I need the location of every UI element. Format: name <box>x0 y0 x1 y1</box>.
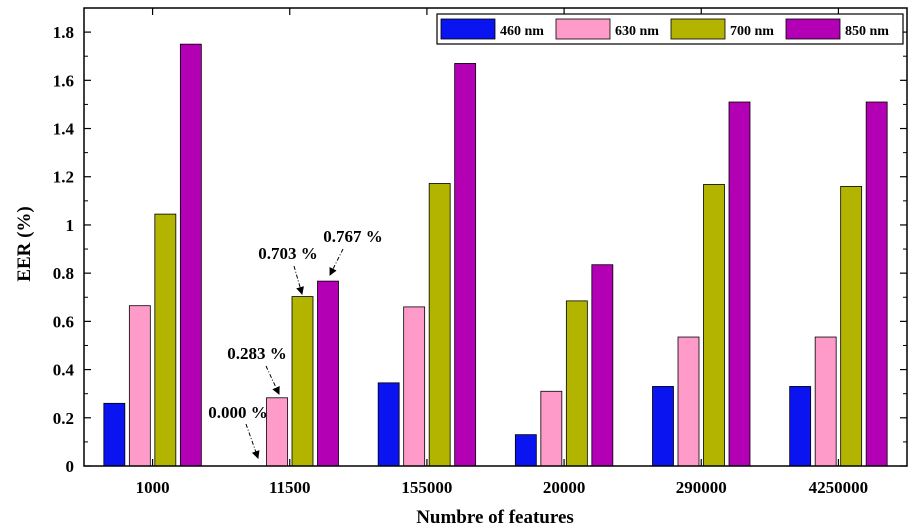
bar-850nm-11500 <box>317 280 339 467</box>
bar-630nm-4250000 <box>814 336 837 467</box>
annotation-arrow <box>265 365 280 395</box>
x-tick-label: 155000 <box>401 478 452 497</box>
plot-frame <box>83 7 908 467</box>
y-tick-label: 0.4 <box>53 361 75 380</box>
bar-630nm-155000 <box>403 306 426 467</box>
annotation-arrow <box>293 265 304 295</box>
bar-850nm-290000 <box>728 101 751 467</box>
annotation-label: 0.767 % <box>323 227 383 246</box>
legend-swatch <box>785 18 841 40</box>
bar-700nm-155000 <box>428 183 451 467</box>
legend-label: 630 nm <box>615 24 659 39</box>
y-tick-label: 1 <box>66 216 75 235</box>
legend-swatch <box>670 18 726 40</box>
annotation-arrow <box>245 423 260 459</box>
y-tick-label: 0.6 <box>53 312 74 331</box>
bar-630nm-11500 <box>266 397 288 467</box>
bar-700nm-1000 <box>154 213 177 467</box>
x-tick-label: 1000 <box>136 478 170 497</box>
x-tick-label: 290000 <box>676 478 727 497</box>
legend-label: 460 nm <box>500 24 544 39</box>
ticks-layer: 0 0.2 0.4 0.6 0.8 1 1.2 1.4 1.6 1.8 1000 11500 15500… <box>53 7 907 497</box>
x-tick-label: 11500 <box>269 478 311 497</box>
x-axis-label: Numbre of features <box>416 507 574 528</box>
bar-700nm-290000 <box>703 184 725 467</box>
bars-layer <box>103 43 888 467</box>
bar-850nm-1000 <box>179 43 202 467</box>
legend-label: 850 nm <box>845 24 889 39</box>
bar-630nm-290000 <box>677 336 700 467</box>
bar-460nm-20000 <box>514 434 537 467</box>
bar-850nm-4250000 <box>865 101 888 467</box>
bar-630nm-20000 <box>540 390 563 467</box>
bar-700nm-20000 <box>565 300 588 467</box>
y-tick-label: 1.8 <box>53 23 74 42</box>
legend-swatch <box>555 18 611 40</box>
x-tick-label: 4250000 <box>809 478 869 497</box>
bar-460nm-1000 <box>103 402 126 467</box>
x-tick-label: 20000 <box>543 478 586 497</box>
y-tick-label: 0.2 <box>53 409 74 428</box>
legend-label: 700 nm <box>730 24 774 39</box>
annotation-label: 0.703 % <box>258 244 318 263</box>
y-tick-label: 0.8 <box>53 264 74 283</box>
y-tick-label: 1.4 <box>53 120 75 139</box>
legend: 460 nm 630 nm 700 nm 850 nm <box>436 13 904 45</box>
bar-460nm-4250000 <box>789 386 812 467</box>
y-tick-label: 1.2 <box>53 168 74 187</box>
bar-630nm-1000 <box>128 305 151 467</box>
bar-700nm-11500 <box>291 296 314 467</box>
y-axis-label: EER (%) <box>14 206 35 281</box>
y-tick-label: 1.6 <box>53 71 74 90</box>
bar-850nm-155000 <box>454 63 477 467</box>
y-tick-label: 0 <box>66 457 75 476</box>
bar-460nm-290000 <box>652 386 674 467</box>
bar-850nm-20000 <box>591 264 614 467</box>
legend-swatch <box>440 18 496 40</box>
bar-460nm-155000 <box>377 382 400 467</box>
annotation-label: 0.283 % <box>227 344 287 363</box>
annotations-layer: 0.000 % 0.283 % 0.703 % 0.767 % <box>208 227 383 459</box>
annotation-label: 0.000 % <box>208 403 268 422</box>
annotation-arrow <box>329 248 344 276</box>
bar-700nm-4250000 <box>840 185 863 467</box>
